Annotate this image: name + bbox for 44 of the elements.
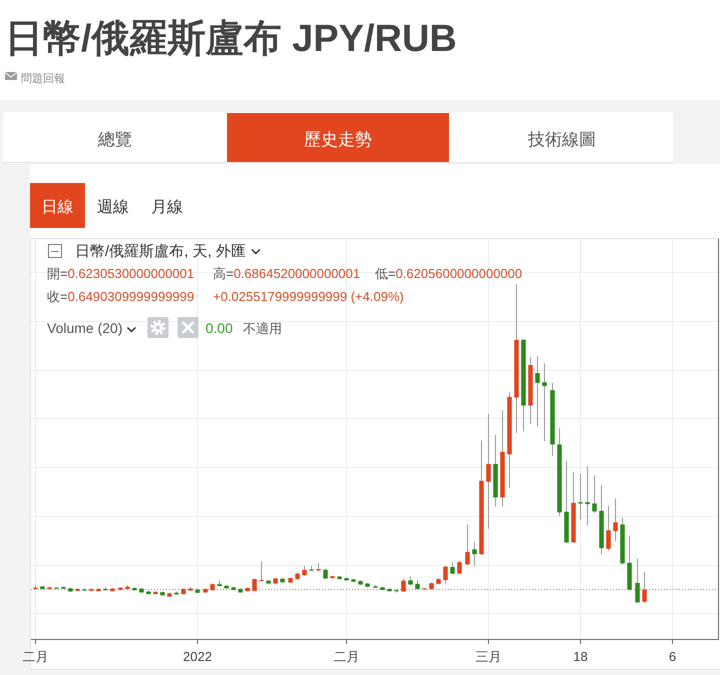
candlestick — [252, 578, 257, 592]
chart-subtitle: 日幣/俄羅斯盧布, 天, 外匯 — [75, 243, 246, 260]
annotation: +0.0255179999999999 (+4.09%) — [213, 289, 404, 304]
text: 問題回報 — [21, 73, 65, 85]
x-tick-label: 二月 — [22, 649, 48, 664]
annotation: 不適用 — [243, 321, 282, 336]
candlestick — [535, 356, 540, 428]
candlestick — [592, 474, 597, 514]
candlestick — [606, 506, 611, 552]
candlestick — [415, 580, 420, 590]
text: 開=0.6230530000000001 — [47, 266, 194, 281]
candlestick — [401, 578, 406, 592]
chart-title: 日幣/俄羅斯盧布 JPY/RUB — [5, 18, 457, 60]
text: 週線 — [97, 199, 129, 216]
candlestick — [323, 568, 328, 580]
text: 月線 — [151, 199, 183, 216]
candlestick — [472, 542, 477, 566]
annotation: Volume (20) — [47, 320, 122, 336]
x-tick-label: 三月 — [476, 649, 502, 664]
candlestick — [613, 498, 618, 542]
x-tick-label: 二月 — [334, 649, 360, 664]
candlestick — [302, 565, 307, 576]
x-tick-label: 2022 — [183, 649, 212, 664]
candlestick — [635, 558, 640, 604]
text: 低=0.6205600000000000 — [375, 266, 522, 281]
candlestick — [443, 565, 448, 584]
text: 技術線圖 — [527, 130, 596, 149]
candlestick — [642, 571, 647, 604]
text: 總覽 — [97, 130, 132, 149]
annotation: 收=0.6490309999999999 — [47, 289, 194, 304]
candlestick — [450, 562, 455, 575]
candlestick — [259, 560, 264, 582]
candlestick — [578, 473, 583, 520]
candlestick — [457, 560, 462, 575]
x-tick-label: 6 — [668, 649, 676, 664]
candlestick — [486, 413, 491, 530]
text: 歷史走勢 — [304, 130, 372, 149]
candlestick — [585, 466, 590, 526]
candlestick — [465, 524, 470, 566]
text: 高=0.6864520000000001 — [213, 266, 360, 281]
candlestick — [542, 362, 547, 442]
x-tick-label: 18 — [573, 649, 588, 664]
annotation: 0.00 — [205, 320, 233, 336]
text: 日線 — [42, 199, 74, 216]
